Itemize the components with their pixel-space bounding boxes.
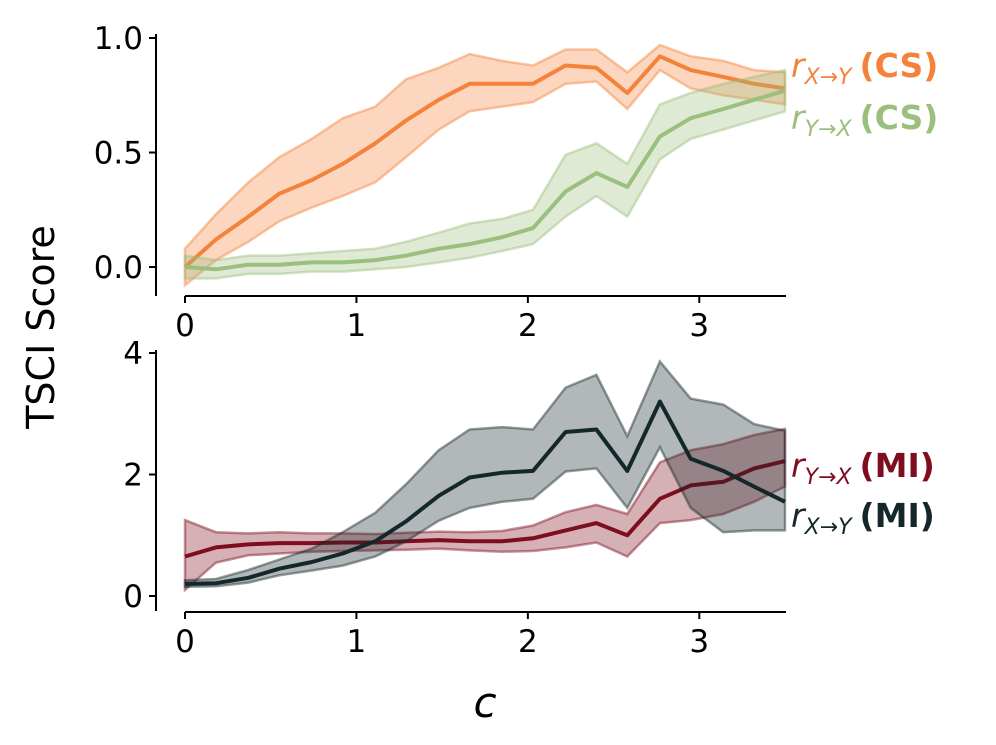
x-tick-label: 3 [689, 624, 709, 660]
series-line [184, 399, 786, 586]
confidence-band [183, 427, 787, 593]
series-label-tag: (MI) [860, 496, 935, 535]
y-tick-label: 1.0 [94, 21, 143, 57]
x-tick-label: 0 [175, 624, 195, 660]
series-label: rY→X (MI) [791, 446, 935, 490]
series-line [184, 459, 786, 559]
x-tick-label: 1 [347, 624, 367, 660]
series-label-subscript: X→Y [804, 65, 854, 90]
series-label: rX→Y (CS) [791, 46, 938, 90]
series-label-symbol: r [791, 496, 807, 535]
series-label-symbol: r [791, 98, 807, 137]
y-tick-label: 0.0 [94, 250, 143, 286]
chart-panel-top: 0.00.51.00 1 2 3rX→Y (CS)rY→X (CS) [94, 21, 939, 344]
y-tick-label: 4 [123, 336, 143, 372]
confidence-band [183, 43, 787, 288]
series-line [183, 54, 786, 269]
x-tick-label: 3 [689, 308, 709, 344]
y-tick-label: 0 [123, 579, 143, 615]
series-line [184, 88, 786, 272]
figure-y-axis-label: TSCI Score [19, 225, 63, 430]
y-tick-label: 2 [123, 458, 143, 494]
series-label-subscript: Y→X [805, 465, 853, 490]
series-label-tag: (MI) [860, 446, 935, 485]
series-label: rY→X (CS) [791, 98, 938, 142]
x-tick-label: 1 [347, 308, 367, 344]
y-tick-label: 0.5 [94, 136, 143, 172]
series-label-tag: (CS) [860, 98, 939, 137]
confidence-band [183, 68, 787, 280]
series-label-symbol: r [791, 46, 807, 85]
x-tick-label: 0 [175, 308, 195, 344]
x-tick-label: 2 [518, 308, 538, 344]
series-label-tag: (CS) [860, 46, 939, 85]
figure-x-axis-label: c [473, 678, 496, 727]
x-tick-label: 2 [518, 624, 538, 660]
series-label-subscript: X→Y [804, 515, 854, 540]
series-label-symbol: r [791, 446, 807, 485]
series-label-subscript: Y→X [805, 117, 853, 142]
series-label: rX→Y (MI) [791, 496, 935, 540]
